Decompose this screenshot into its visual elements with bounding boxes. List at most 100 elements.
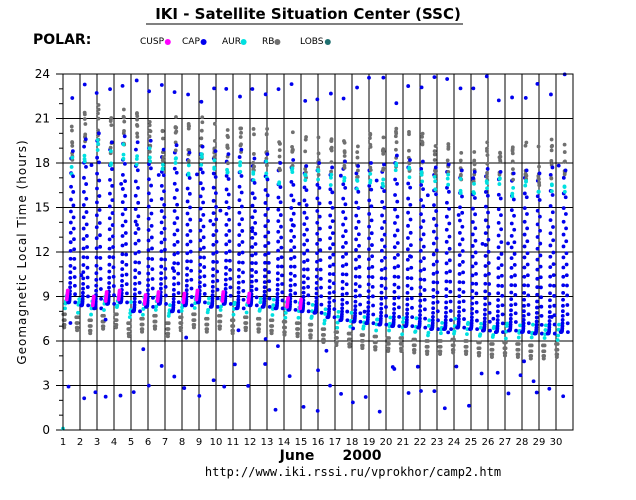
- point-rb: [89, 318, 93, 323]
- point-cap: [418, 248, 423, 253]
- point-rb: [173, 125, 178, 130]
- point-cap: [548, 172, 553, 177]
- point-cap: [408, 230, 413, 235]
- point-cap: [522, 255, 527, 260]
- point-cap: [462, 325, 467, 330]
- point-cap: [508, 316, 513, 321]
- point-cap: [561, 290, 566, 295]
- point-cap: [263, 234, 268, 239]
- point-rb: [257, 322, 262, 327]
- point-cap: [469, 321, 474, 326]
- point-cap: [448, 299, 453, 304]
- point-cap: [68, 285, 73, 290]
- point-cap: [482, 322, 487, 327]
- point-aur: [362, 315, 367, 319]
- point-cap: [199, 99, 204, 104]
- point-cap: [392, 265, 397, 270]
- point-cap: [249, 279, 254, 284]
- point-aur: [219, 304, 223, 309]
- point-cap: [302, 185, 307, 190]
- point-rb: [451, 343, 456, 348]
- x-tick-24: 24: [448, 437, 461, 448]
- point-aur: [147, 155, 152, 160]
- point-cap: [262, 289, 267, 294]
- point-cap: [457, 294, 462, 299]
- point-cap: [133, 275, 138, 280]
- point-aur: [355, 178, 359, 182]
- point-cap: [236, 328, 241, 333]
- point-aur: [542, 336, 547, 340]
- point-cap: [135, 168, 140, 173]
- point-rb: [186, 159, 191, 163]
- point-cap: [275, 282, 280, 287]
- point-rb: [485, 153, 490, 158]
- point-cap: [531, 379, 536, 384]
- point-cap: [84, 182, 89, 186]
- point-cap: [370, 294, 375, 299]
- point-cap: [250, 215, 255, 220]
- point-cap: [496, 298, 501, 302]
- point-rb: [114, 318, 119, 322]
- point-rb: [153, 324, 158, 329]
- point-cap: [132, 303, 137, 307]
- point-cap: [108, 191, 112, 196]
- point-cap: [236, 294, 241, 299]
- point-cap: [72, 266, 77, 270]
- point-cap: [211, 185, 216, 190]
- point-cap: [172, 243, 177, 247]
- point-rb: [361, 338, 365, 343]
- point-cap: [120, 223, 125, 228]
- point-aur: [200, 155, 204, 159]
- point-rb: [321, 337, 326, 342]
- point-rb: [212, 138, 217, 143]
- point-rb: [562, 142, 567, 147]
- point-cap: [431, 306, 436, 311]
- point-cap: [97, 221, 102, 225]
- point-cap: [512, 213, 516, 218]
- point-cap: [265, 193, 270, 198]
- point-cap: [457, 272, 462, 276]
- point-cap: [379, 258, 384, 263]
- point-cap: [280, 298, 285, 303]
- point-rb: [264, 163, 269, 168]
- point-cap: [344, 291, 349, 296]
- point-cap: [356, 232, 361, 237]
- point-cap: [302, 259, 306, 264]
- point-cap: [123, 193, 128, 198]
- point-cap: [85, 265, 90, 270]
- point-cap: [485, 167, 490, 171]
- point-cap: [111, 274, 116, 279]
- point-cap: [301, 294, 306, 299]
- point-cap: [383, 295, 388, 300]
- point-cap: [354, 171, 359, 176]
- point-cap: [250, 203, 255, 208]
- point-rb: [503, 351, 508, 355]
- point-cap: [496, 304, 500, 308]
- point-cap: [328, 187, 333, 192]
- point-cap: [228, 276, 233, 281]
- point-aur: [492, 324, 496, 329]
- point-cap: [382, 205, 387, 210]
- point-cap: [240, 229, 245, 233]
- point-cap: [547, 319, 552, 323]
- point-cap: [418, 316, 422, 321]
- point-cap: [331, 252, 336, 257]
- point-cap: [292, 245, 297, 250]
- point-cap: [460, 224, 465, 229]
- point-cap: [496, 233, 501, 238]
- point-cap: [371, 312, 376, 317]
- point-cap: [522, 290, 527, 295]
- point-cap: [203, 300, 207, 305]
- point-rb: [277, 166, 282, 171]
- point-cap: [81, 237, 86, 241]
- point-rb: [399, 346, 404, 351]
- point-aur: [465, 332, 469, 337]
- point-cap: [314, 267, 319, 272]
- point-cap: [551, 283, 556, 288]
- point-cap: [406, 181, 411, 186]
- point-rb: [231, 324, 236, 328]
- point-cap: [171, 296, 176, 301]
- point-cap: [560, 309, 565, 314]
- point-cap: [211, 279, 215, 284]
- point-cap: [565, 283, 569, 288]
